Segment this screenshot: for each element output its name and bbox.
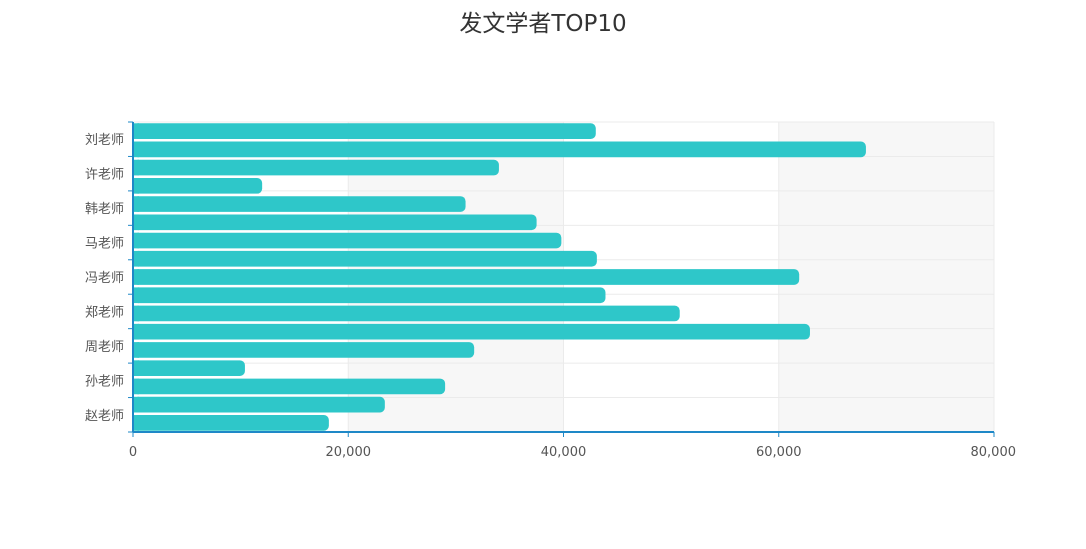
bar-base [133, 232, 139, 249]
bar-base [133, 360, 139, 377]
bar-base [133, 250, 139, 267]
y-tick-label: 许老师 [85, 168, 124, 183]
y-tick-label: 刘老师 [85, 133, 124, 148]
bar [133, 177, 263, 194]
y-tick-label: 韩老师 [85, 202, 124, 217]
bar [133, 123, 596, 139]
bar [133, 360, 245, 377]
bar-base [133, 396, 139, 413]
x-tick-label: 40,000 [541, 445, 587, 460]
y-tick-label: 赵老师 [85, 409, 124, 424]
y-tick-label: 郑老师 [85, 305, 124, 320]
bars [133, 123, 866, 431]
y-tick-label: 马老师 [85, 237, 124, 252]
bar [133, 287, 606, 304]
bar [133, 396, 385, 413]
bar-base [133, 287, 139, 304]
bar [133, 342, 475, 358]
bar-base [133, 415, 139, 431]
y-tick-label: 周老师 [85, 340, 124, 355]
bar [133, 214, 537, 231]
y-tick-label: 孙老师 [85, 374, 124, 389]
bar [133, 159, 499, 176]
bar-base [133, 159, 139, 176]
chart-title: 发文学者TOP10 [459, 11, 627, 37]
x-axis-ticks: 0 20,000 40,000 60,000 80,000 [129, 432, 1016, 460]
bar-base [133, 378, 139, 395]
bar-base [133, 177, 139, 194]
bar [133, 378, 446, 395]
bar [133, 305, 680, 322]
y-tick-label: 冯老师 [85, 271, 124, 286]
bar [133, 141, 866, 158]
bar [133, 232, 562, 249]
bar-base [133, 123, 139, 139]
bar-base [133, 269, 139, 285]
x-tick-label: 0 [129, 445, 137, 460]
bar-base [133, 196, 139, 212]
bar-base [133, 305, 139, 322]
bar [133, 269, 800, 285]
bar [133, 415, 329, 431]
bar-base [133, 323, 139, 340]
bar [133, 250, 597, 267]
bar-base [133, 141, 139, 158]
x-tick-label: 80,000 [971, 445, 1017, 460]
x-tick-label: 20,000 [326, 445, 372, 460]
bar [133, 196, 466, 212]
plot-band [778, 122, 994, 432]
bar-base [133, 214, 139, 231]
bar [133, 323, 810, 340]
bar-base [133, 342, 139, 358]
x-tick-label: 60,000 [756, 445, 802, 460]
